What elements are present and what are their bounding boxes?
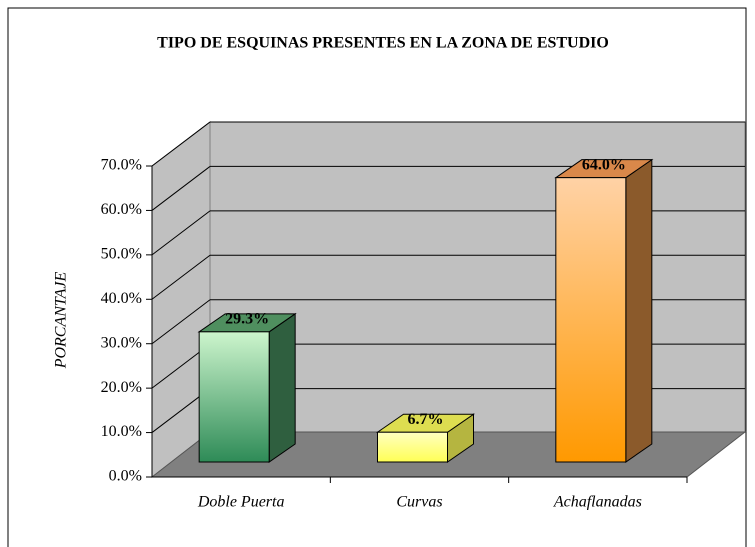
x-tick-label: Achaflanadas — [553, 494, 642, 511]
grid-line — [151, 299, 211, 345]
y-tick-label: 70.0% — [101, 157, 142, 174]
y-tick-label: 50.0% — [101, 246, 142, 263]
y-axis-label: PORCANTAJE — [53, 271, 70, 369]
value-label: 64.0% — [582, 156, 626, 173]
value-label: 6.7% — [408, 411, 444, 428]
grid-line — [151, 121, 211, 167]
y-tick-label: 30.0% — [101, 334, 142, 351]
x-tick-label: Doble Puerta — [197, 494, 285, 511]
value-label: 29.3% — [225, 310, 269, 327]
y-tick-label: 60.0% — [101, 201, 142, 218]
y-tick-label: 0.0% — [109, 468, 142, 485]
y-tick-label: 10.0% — [101, 423, 142, 440]
bar-side — [625, 158, 653, 463]
bar-side — [268, 312, 296, 463]
grid-line — [151, 210, 211, 256]
x-tick-label: Curvas — [396, 494, 442, 511]
grid-line — [151, 166, 211, 211]
y-tick-label: 40.0% — [101, 290, 142, 307]
bar — [198, 331, 270, 463]
y-tick-label: 20.0% — [101, 379, 142, 396]
bar — [555, 177, 627, 463]
chart-title: TIPO DE ESQUINAS PRESENTES EN LA ZONA DE… — [157, 35, 609, 52]
grid-line — [151, 254, 211, 300]
bar — [377, 431, 448, 463]
